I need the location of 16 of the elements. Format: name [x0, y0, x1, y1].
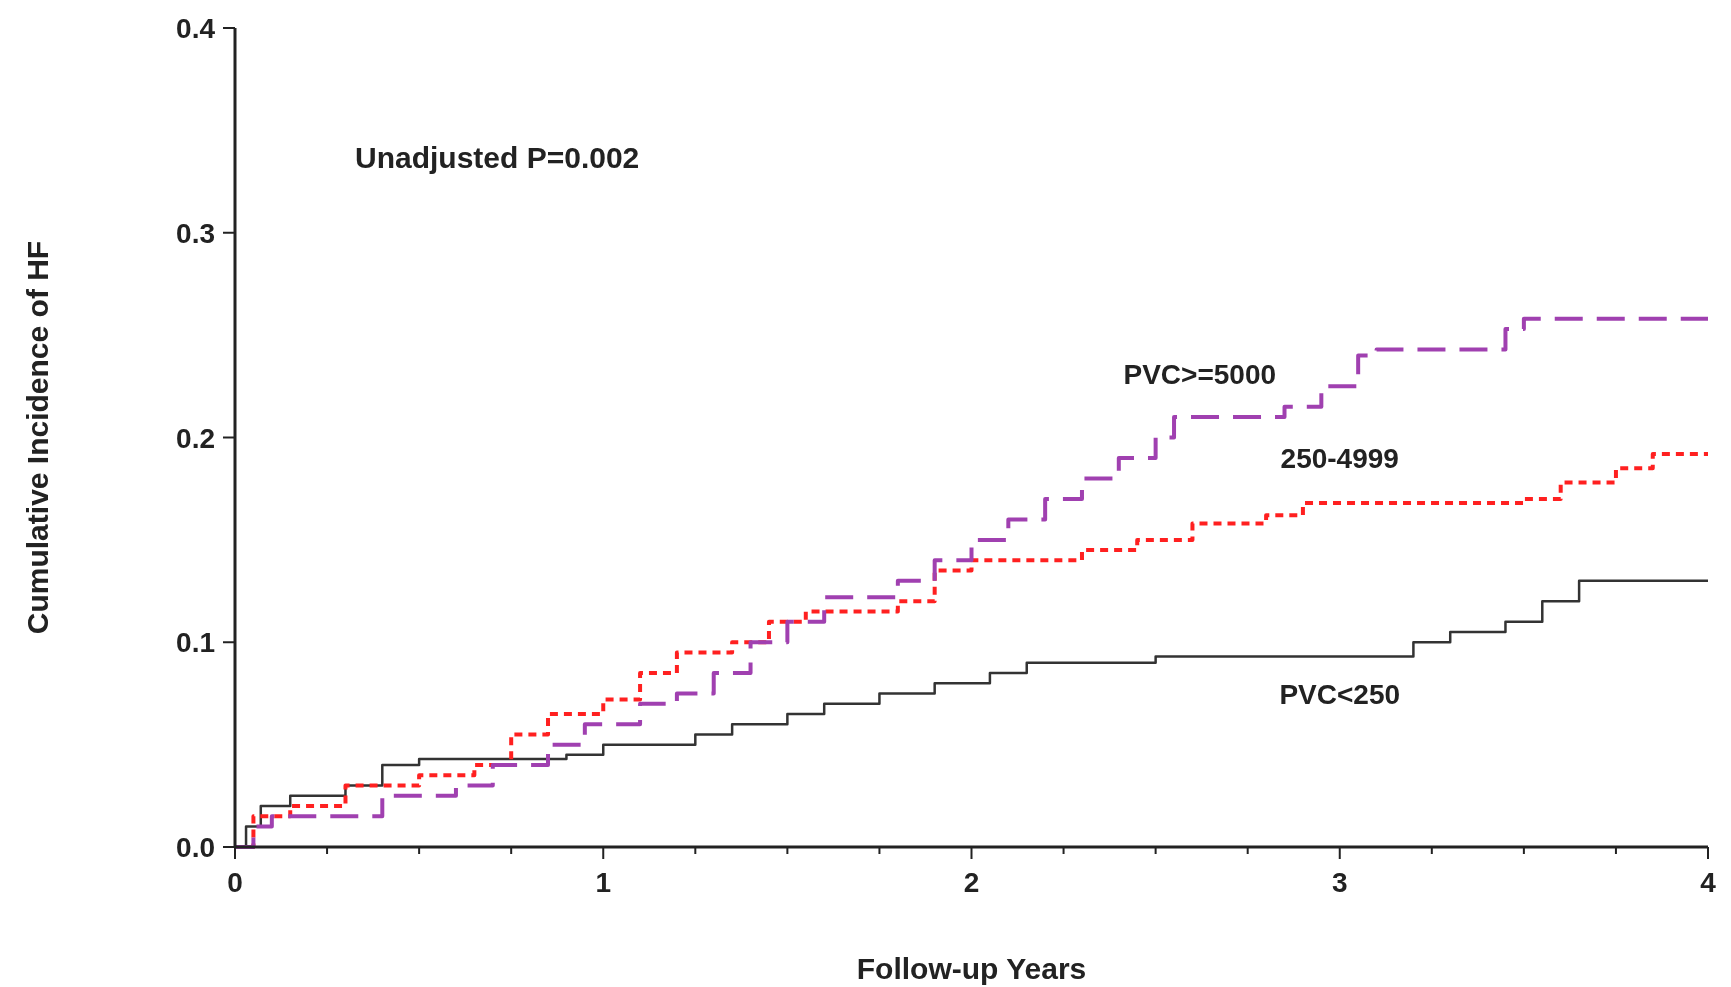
x-axis-title: Follow-up Years	[856, 952, 1087, 985]
x-tick-label: 0	[227, 867, 243, 898]
y-tick-label: 0.0	[176, 832, 215, 863]
annotation: Unadjusted P=0.002	[355, 141, 640, 174]
x-tick-label: 3	[1331, 867, 1348, 898]
series-label: 250-4999	[1280, 443, 1399, 475]
x-tick-label: 4	[1700, 867, 1717, 898]
y-tick-label: 0.2	[176, 422, 215, 454]
series-label: PVC>=5000	[1123, 359, 1277, 391]
y-axis-title: Cumulative Incidence of HF	[21, 240, 54, 635]
x-tick-label: 2	[963, 867, 980, 898]
y-tick-label: 0.1	[176, 627, 215, 659]
x-tick-label: 1	[595, 867, 612, 898]
series-label: PVC<250	[1279, 678, 1401, 710]
y-tick-label: 0.4	[176, 13, 216, 44]
y-tick-label: 0.3	[176, 217, 215, 249]
